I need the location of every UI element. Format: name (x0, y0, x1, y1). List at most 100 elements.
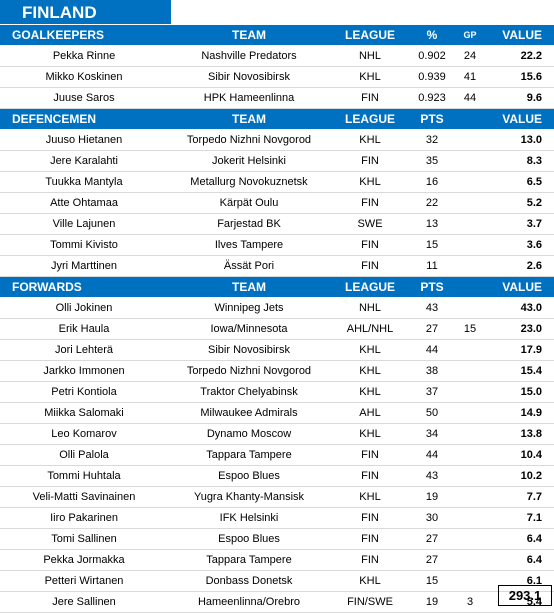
player-value: 7.1 (486, 507, 554, 529)
player-stat: 27 (410, 318, 454, 340)
player-name: Jarkko Immonen (0, 360, 168, 382)
player-row: Jarkko Immonen Torpedo Nizhni Novgorod KHL… (0, 360, 554, 382)
player-row: Ville Lajunen Farjestad BK SWE 13 3.7 (0, 213, 554, 235)
player-team: Farjestad BK (168, 213, 330, 235)
player-value: 9.6 (486, 87, 554, 109)
player-gp (454, 444, 486, 466)
player-name: Jyri Marttinen (0, 255, 168, 277)
player-row: Juuse Saros HPK Hameenlinna FIN 0.923 44 9.6 (0, 87, 554, 109)
player-name: Erik Haula (0, 318, 168, 340)
player-value: 43.0 (486, 297, 554, 319)
player-league: KHL (330, 570, 410, 592)
player-stat: 22 (410, 192, 454, 214)
total-value: 293.1 (498, 585, 552, 606)
player-row: Tommi Huhtala Espoo Blues FIN 43 10.2 (0, 465, 554, 487)
player-value: 6.4 (486, 549, 554, 571)
player-league: KHL (330, 360, 410, 382)
player-league: FIN/SWE (330, 591, 410, 613)
player-row: Jyri Marttinen Ässät Pori FIN 11 2.6 (0, 255, 554, 277)
player-value: 15.4 (486, 360, 554, 382)
player-league: KHL (330, 423, 410, 445)
player-name: Jere Sallinen (0, 591, 168, 613)
player-stat: 16 (410, 171, 454, 193)
player-name: Tommi Kivisto (0, 234, 168, 256)
player-name: Jori Lehterä (0, 339, 168, 361)
player-name: Ville Lajunen (0, 213, 168, 235)
player-value: 15.0 (486, 381, 554, 403)
player-name: Mikko Koskinen (0, 66, 168, 88)
player-league: NHL (330, 297, 410, 319)
player-team: Torpedo Nizhni Novgorod (168, 360, 330, 382)
player-row: Jere Karalahti Jokerit Helsinki FIN 35 8.3 (0, 150, 554, 172)
player-team: Donbass Donetsk (168, 570, 330, 592)
player-league: AHL (330, 402, 410, 424)
player-team: Metallurg Novokuznetsk (168, 171, 330, 193)
player-name: Iiro Pakarinen (0, 507, 168, 529)
player-team: Sibir Novosibirsk (168, 66, 330, 88)
player-league: FIN (330, 255, 410, 277)
header-value: VALUE (486, 108, 554, 130)
player-gp (454, 549, 486, 571)
player-stat: 38 (410, 360, 454, 382)
player-gp (454, 507, 486, 529)
player-name: Olli Palola (0, 444, 168, 466)
player-stat: 44 (410, 444, 454, 466)
player-team: Yugra Khanty-Mansisk (168, 486, 330, 508)
player-league: KHL (330, 339, 410, 361)
player-stat: 0.939 (410, 66, 454, 88)
player-name: Miikka Salomaki (0, 402, 168, 424)
player-stat: 37 (410, 381, 454, 403)
player-stat: 44 (410, 339, 454, 361)
player-gp (454, 381, 486, 403)
player-stat: 43 (410, 297, 454, 319)
player-value: 13.8 (486, 423, 554, 445)
header-gp (454, 108, 486, 130)
player-name: Juuso Hietanen (0, 129, 168, 151)
header-stat: PTS (410, 108, 454, 130)
player-team: Tappara Tampere (168, 549, 330, 571)
player-gp: 15 (454, 318, 486, 340)
header-value: VALUE (486, 276, 554, 298)
header-gp: GP (454, 25, 486, 46)
player-stat: 19 (410, 486, 454, 508)
section-header-defencemen: DEFENCEMEN TEAM LEAGUE PTS VALUE (0, 108, 554, 130)
player-gp (454, 402, 486, 424)
player-row: Atte Ohtamaa Kärpät Oulu FIN 22 5.2 (0, 192, 554, 214)
player-name: Tomi Sallinen (0, 528, 168, 550)
player-gp: 3 (454, 591, 486, 613)
player-team: Ilves Tampere (168, 234, 330, 256)
header-gp (454, 276, 486, 298)
player-name: Jere Karalahti (0, 150, 168, 172)
player-gp (454, 339, 486, 361)
player-row: Mikko Koskinen Sibir Novosibirsk KHL 0.939 4… (0, 66, 554, 88)
player-gp (454, 213, 486, 235)
player-stat: 15 (410, 234, 454, 256)
player-team: Tappara Tampere (168, 444, 330, 466)
player-gp (454, 297, 486, 319)
player-value: 13.0 (486, 129, 554, 151)
header-value: VALUE (486, 25, 554, 46)
player-stat: 34 (410, 423, 454, 445)
player-value: 5.2 (486, 192, 554, 214)
header-team: TEAM (168, 25, 330, 46)
roster-table: GOALKEEPERS TEAM LEAGUE% GP VALUE Pekka Rinne… (0, 25, 554, 613)
player-name: Leo Komarov (0, 423, 168, 445)
player-value: 15.6 (486, 66, 554, 88)
player-value: 6.4 (486, 528, 554, 550)
player-row: Jori Lehterä Sibir Novosibirsk KHL 44 17.9 (0, 339, 554, 361)
player-gp (454, 255, 486, 277)
player-value: 22.2 (486, 45, 554, 67)
player-league: FIN (330, 507, 410, 529)
player-stat: 50 (410, 402, 454, 424)
player-row: Olli Jokinen Winnipeg Jets NHL 43 43.0 (0, 297, 554, 319)
player-gp (454, 528, 486, 550)
player-league: FIN (330, 549, 410, 571)
player-team: IFK Helsinki (168, 507, 330, 529)
header-name: DEFENCEMEN (0, 108, 168, 130)
player-name: Tommi Huhtala (0, 465, 168, 487)
player-league: KHL (330, 66, 410, 88)
player-row: Veli-Matti Savinainen Yugra Khanty-Mansis… (0, 486, 554, 508)
player-row: Olli Palola Tappara Tampere FIN 44 10.4 (0, 444, 554, 466)
country-title: FINLAND (0, 0, 171, 24)
player-name: Tuukka Mantyla (0, 171, 168, 193)
